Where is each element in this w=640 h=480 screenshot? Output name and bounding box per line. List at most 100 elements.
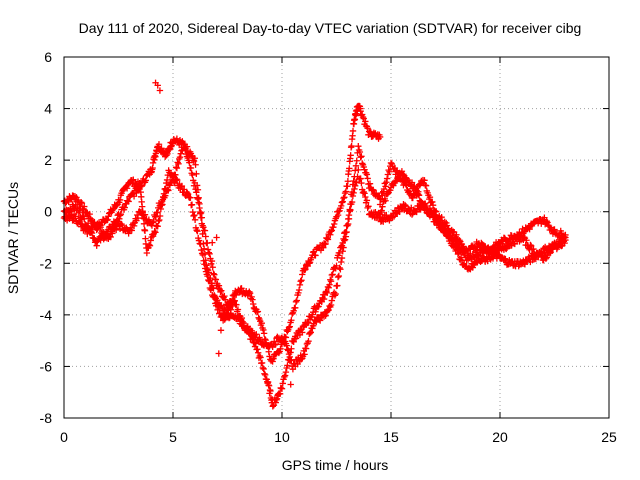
data-point [204, 246, 212, 253]
data-point [366, 180, 374, 187]
data-point [316, 316, 323, 323]
data-point [172, 164, 180, 171]
data-point [340, 194, 347, 202]
data-point [358, 160, 366, 167]
data-point [156, 216, 163, 224]
data-point [265, 348, 272, 355]
data-point [342, 233, 350, 240]
data-point [337, 202, 345, 210]
data-point [76, 207, 83, 215]
data-point [187, 164, 195, 172]
data-point [322, 240, 329, 248]
data-point [331, 292, 339, 299]
data-point [198, 220, 206, 227]
data-point [306, 260, 313, 267]
data-point [326, 281, 333, 288]
data-point [562, 236, 569, 244]
data-point [215, 350, 222, 357]
data-point [383, 179, 390, 186]
data-point [147, 237, 154, 244]
data-point [358, 153, 365, 160]
data-point [194, 186, 202, 193]
data-point [356, 148, 364, 156]
data-point [312, 252, 319, 259]
data-point [503, 245, 510, 253]
data-point [150, 217, 157, 225]
data-point [81, 203, 88, 210]
data-point [286, 323, 293, 330]
data-point [211, 271, 218, 278]
data-point [282, 368, 290, 376]
data-point [119, 222, 126, 229]
data-point [134, 214, 142, 222]
data-point [315, 303, 322, 310]
data-point [261, 371, 269, 379]
data-point [270, 355, 277, 362]
data-point [229, 302, 236, 310]
data-points [60, 79, 569, 410]
data-point [327, 228, 335, 235]
data-point [192, 161, 199, 168]
data-point [349, 127, 357, 135]
data-point [281, 372, 289, 379]
data-point [197, 210, 204, 217]
data-point [261, 336, 269, 343]
data-point [316, 317, 324, 324]
y-axis-label: SDTVAR / TECUs [5, 182, 21, 294]
data-point [279, 380, 286, 387]
data-point [193, 170, 200, 178]
data-point [344, 178, 352, 185]
data-point [65, 198, 72, 206]
data-point [328, 297, 336, 304]
x-tick-label: 20 [492, 429, 508, 445]
data-point [200, 224, 207, 231]
data-point [301, 351, 308, 358]
data-point [283, 342, 290, 349]
data-point [207, 274, 214, 282]
data-point [415, 188, 422, 195]
x-tick-label: 15 [383, 429, 399, 445]
data-point [154, 82, 161, 89]
data-point [546, 250, 554, 257]
data-point [146, 242, 154, 249]
data-point [284, 362, 291, 369]
data-point [454, 250, 462, 258]
y-tick-label: -6 [40, 358, 53, 374]
data-point [193, 182, 201, 189]
data-point [489, 255, 497, 262]
data-point [299, 271, 306, 278]
data-point [386, 168, 393, 175]
data-point [402, 181, 409, 188]
data-point [353, 178, 360, 186]
data-point [233, 301, 240, 308]
data-point [197, 214, 205, 221]
data-point [190, 212, 197, 220]
data-point [330, 223, 337, 231]
data-point [260, 365, 267, 373]
data-point [269, 358, 276, 365]
data-point [249, 296, 256, 303]
data-point [547, 249, 554, 256]
data-point [221, 292, 228, 300]
x-tick-label: 10 [274, 429, 290, 445]
x-tick-label: 0 [60, 429, 68, 445]
data-point [78, 199, 86, 207]
data-point [357, 153, 364, 161]
data-point [97, 224, 104, 231]
data-point [121, 204, 128, 211]
data-point [205, 269, 213, 276]
data-point [217, 288, 224, 296]
data-point [323, 289, 331, 297]
data-point [93, 242, 100, 249]
data-point [260, 326, 267, 334]
data-point [105, 213, 112, 220]
data-point [194, 227, 201, 235]
data-point [385, 166, 392, 174]
data-point [72, 213, 79, 220]
data-point [296, 281, 304, 289]
data-point [383, 175, 391, 182]
data-point [542, 255, 550, 262]
data-point [184, 190, 192, 198]
data-point [347, 200, 354, 208]
data-point [97, 237, 104, 244]
